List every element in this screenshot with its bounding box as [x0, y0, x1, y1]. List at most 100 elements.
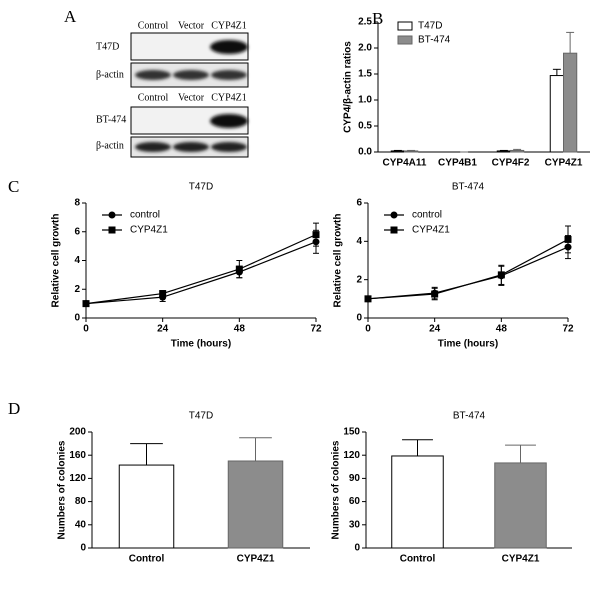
y-tick-label: 0	[356, 313, 362, 324]
x-tick-label: 72	[562, 324, 574, 335]
legend-label: CYP4Z1	[130, 225, 168, 236]
chart-title: BT-474	[453, 411, 486, 422]
bar	[496, 150, 511, 153]
x-tick-label: CYP4A11	[383, 158, 427, 169]
chart-title: T47D	[189, 411, 213, 422]
y-tick-label: 150	[343, 427, 360, 438]
panel-letter: A	[64, 7, 77, 26]
y-tick-label: 0.5	[358, 121, 372, 132]
lane-label: Control	[138, 92, 169, 103]
blot-band	[173, 70, 209, 80]
legend-label: BT-474	[418, 35, 451, 46]
x-tick-label: 72	[310, 324, 322, 335]
marker	[82, 300, 90, 308]
marker	[390, 211, 398, 219]
x-tick-label: 0	[365, 324, 371, 335]
chart-title: BT-474	[452, 182, 485, 193]
blot-band	[210, 114, 248, 128]
bar	[563, 52, 578, 153]
x-axis-label: Time (hours)	[438, 339, 498, 350]
marker	[390, 226, 398, 234]
y-tick-label: 1.5	[358, 69, 372, 80]
x-tick-label: 0	[83, 324, 89, 335]
y-tick-label: 6	[74, 226, 80, 237]
y-tick-label: 30	[349, 519, 361, 530]
y-tick-label: 60	[349, 496, 361, 507]
lane-label: Vector	[178, 20, 205, 31]
blot-band	[210, 40, 248, 54]
row-label: T47D	[96, 41, 119, 52]
lane-label: CYP4Z1	[211, 92, 247, 103]
legend-swatch	[397, 21, 413, 31]
marker	[364, 295, 372, 303]
panel-letter: D	[8, 399, 20, 418]
y-axis-label: Relative cell growth	[51, 214, 62, 308]
y-tick-label: 8	[74, 198, 80, 209]
y-tick-label: 90	[349, 473, 361, 484]
x-tick-label: CYP4B1	[438, 158, 477, 169]
bar	[227, 460, 284, 549]
y-tick-label: 0	[80, 543, 86, 554]
bar	[118, 464, 175, 549]
y-tick-label: 2.0	[358, 43, 372, 54]
marker	[497, 271, 505, 279]
x-tick-label: 48	[496, 324, 508, 335]
lane-label: Vector	[178, 92, 205, 103]
x-tick-label: CYP4Z1	[545, 158, 583, 169]
western-blot: Control Vector CYP4Z1 T47D β-actin Contr…	[96, 20, 249, 158]
y-tick-label: 1.0	[358, 95, 372, 106]
bar	[390, 150, 405, 153]
bar	[391, 455, 444, 549]
lane-label: CYP4Z1	[211, 20, 247, 31]
y-axis-label: Numbers of colonies	[331, 440, 342, 539]
panel-letter: B	[372, 9, 383, 28]
y-tick-label: 4	[74, 255, 80, 266]
bar	[510, 149, 525, 153]
legend-swatch	[397, 35, 413, 45]
blot-band	[135, 142, 171, 152]
row-label: BT-474	[96, 114, 126, 125]
blot-band	[135, 70, 171, 80]
blot-band	[173, 142, 209, 152]
legend-label: control	[130, 210, 160, 221]
panel-letter: C	[8, 177, 19, 196]
y-tick-label: 0	[354, 543, 360, 554]
x-tick-label: 24	[429, 324, 441, 335]
row-label: β-actin	[96, 140, 124, 151]
marker	[564, 235, 572, 243]
bar	[404, 150, 419, 153]
y-tick-label: 120	[343, 450, 360, 461]
row-label: β-actin	[96, 69, 124, 80]
marker	[235, 265, 243, 273]
series-line	[85, 241, 317, 305]
x-tick-label: CYP4Z1	[502, 554, 540, 565]
x-tick-label: Control	[129, 554, 165, 565]
legend-label: CYP4Z1	[412, 225, 450, 236]
y-tick-label: 120	[69, 473, 86, 484]
marker	[159, 290, 167, 298]
bar	[494, 462, 547, 549]
legend-label: control	[412, 210, 442, 221]
blot-strip	[130, 32, 249, 61]
y-tick-label: 80	[75, 496, 87, 507]
marker	[108, 211, 116, 219]
blot-band	[211, 70, 247, 80]
y-tick-label: 2	[356, 274, 362, 285]
legend-label: T47D	[418, 21, 442, 32]
blot-band	[211, 142, 247, 152]
y-axis-label: CYP4/β-actin ratios	[343, 41, 354, 133]
y-tick-label: 0.0	[358, 147, 372, 158]
y-axis-label: Relative cell growth	[333, 214, 344, 308]
x-axis-label: Time (hours)	[171, 339, 231, 350]
chart-title: T47D	[189, 182, 213, 193]
y-tick-label: 160	[69, 450, 86, 461]
y-tick-label: 200	[69, 427, 86, 438]
x-tick-label: 24	[157, 324, 169, 335]
y-tick-label: 40	[75, 519, 87, 530]
series-line	[367, 238, 569, 300]
y-tick-label: 6	[356, 198, 362, 209]
series-line	[85, 234, 317, 305]
marker	[108, 226, 116, 234]
marker	[431, 290, 439, 298]
